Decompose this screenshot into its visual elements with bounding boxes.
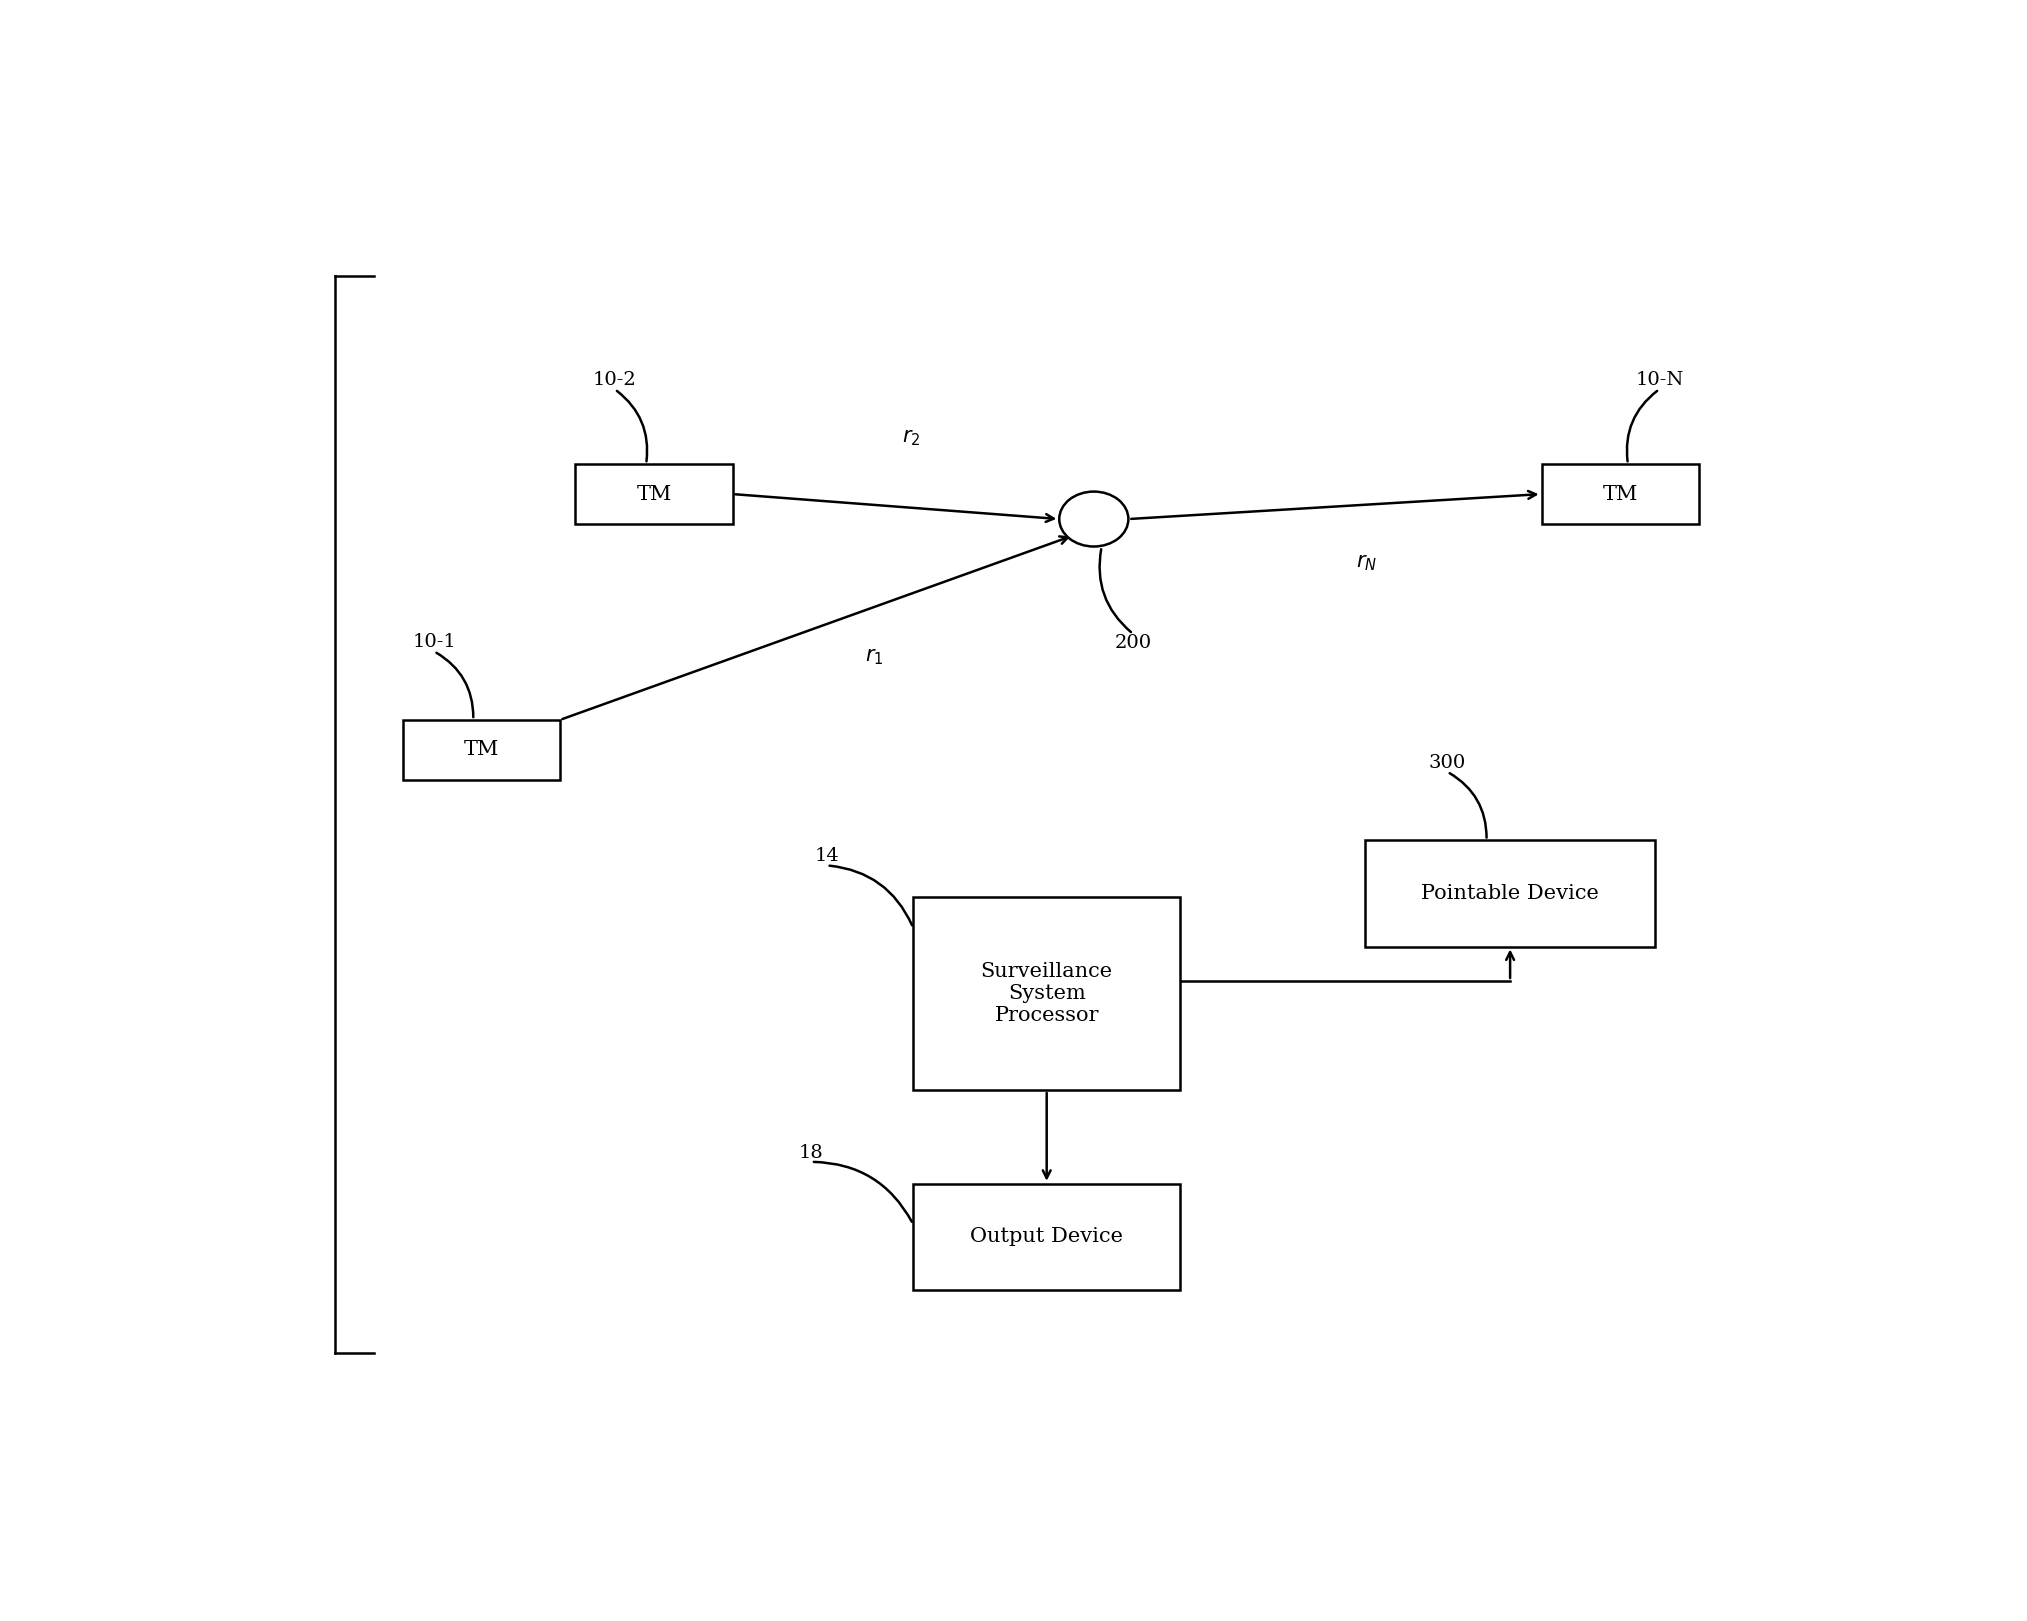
Text: Pointable Device: Pointable Device	[1421, 883, 1599, 903]
Text: 18: 18	[799, 1144, 823, 1162]
Bar	[912, 1183, 1180, 1290]
Bar	[403, 720, 559, 780]
Text: $r_2$: $r_2$	[902, 428, 920, 447]
Text: 14: 14	[815, 848, 839, 866]
Text: 10-2: 10-2	[592, 371, 636, 389]
Bar	[576, 464, 732, 524]
Text: Surveillance
System
Processor: Surveillance System Processor	[981, 961, 1113, 1024]
Bar	[912, 896, 1180, 1089]
Bar	[1541, 464, 1699, 524]
Text: 10-N: 10-N	[1636, 371, 1684, 389]
Bar	[1364, 840, 1656, 947]
Text: 300: 300	[1429, 754, 1466, 772]
Text: Output Device: Output Device	[971, 1227, 1123, 1247]
Text: TM: TM	[636, 485, 671, 504]
Text: $r_1$: $r_1$	[866, 647, 884, 666]
Text: TM: TM	[464, 741, 499, 760]
Text: 10-1: 10-1	[411, 634, 456, 652]
Text: TM: TM	[1603, 485, 1638, 504]
Text: 200: 200	[1115, 634, 1151, 652]
Text: $r_N$: $r_N$	[1356, 553, 1376, 572]
Circle shape	[1060, 491, 1129, 546]
